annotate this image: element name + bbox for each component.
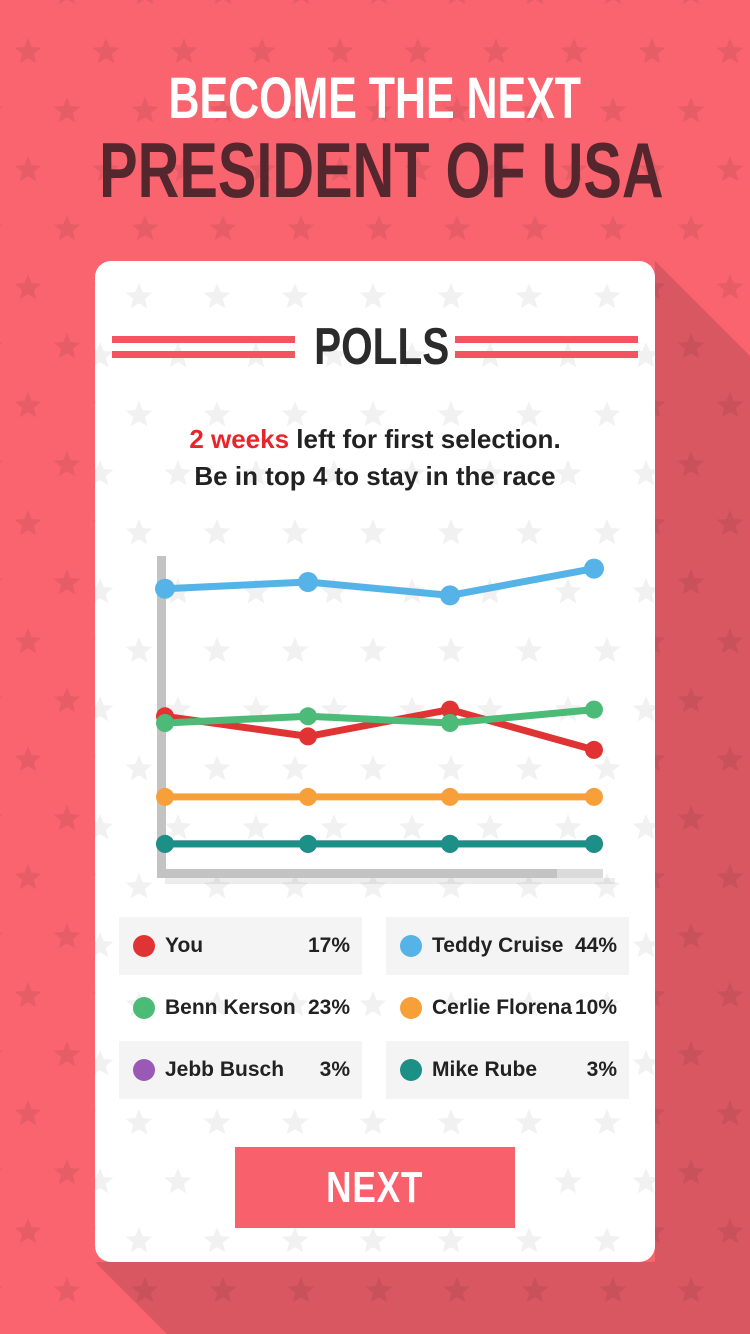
chart-x-axis-tail — [557, 869, 603, 878]
series-point — [585, 700, 603, 719]
series-point — [155, 578, 175, 599]
legend-name: You — [165, 934, 204, 957]
polls-header: POLLS — [112, 319, 638, 375]
legend-percentage: 3% — [319, 1058, 350, 1081]
series-line-benn-kerson — [161, 706, 598, 727]
legend-percentage: 3% — [586, 1058, 617, 1081]
polls-card: POLLS 2 weeks left for first selection. … — [95, 261, 655, 1262]
subtitle-highlight: 2 weeks — [189, 424, 290, 454]
poll-legend: You 17% Teddy Cruise 44% Benn Kerson 23%… — [119, 917, 629, 1099]
series-point — [299, 787, 317, 806]
series-line-teddy-cruise — [161, 565, 598, 599]
legend-percentage: 17% — [307, 934, 350, 957]
next-button-label: NEXT — [326, 1162, 424, 1212]
card-long-shadow — [95, 261, 750, 1334]
subtitle-line-2: Be in top 4 to stay in the race — [194, 461, 556, 491]
decorative-lines-left — [112, 336, 295, 358]
series-dot-blue — [400, 935, 422, 957]
legend-name: Jebb Busch — [165, 1058, 285, 1081]
legend-item-benn-kerson: Benn Kerson 23% — [119, 979, 362, 1037]
series-dot-teal — [400, 1059, 422, 1081]
legend-name: Teddy Cruise — [432, 934, 564, 957]
legend-item-you: You 17% — [119, 917, 362, 975]
headline-top: BECOME THE NEXT — [0, 70, 750, 128]
legend-item-cerlie-florena: Cerlie Florena 10% — [386, 979, 629, 1037]
headline-main: PRESIDENT OF USA — [0, 126, 750, 214]
series-dot-red — [133, 935, 155, 957]
polls-title-text: POLLS — [314, 318, 450, 376]
headline-main-text: PRESIDENT OF USA — [99, 126, 664, 214]
series-point — [441, 834, 459, 853]
series-point — [299, 707, 317, 726]
headline-top-text: BECOME THE NEXT — [168, 66, 582, 131]
series-point — [299, 727, 317, 746]
legend-item-mike-rube: Mike Rube 3% — [386, 1041, 629, 1099]
series-point — [585, 740, 603, 759]
series-point — [585, 834, 603, 853]
subtitle-line-1: 2 weeks left for first selection. — [95, 421, 655, 458]
series-point — [156, 714, 174, 732]
poll-subtitle: 2 weeks left for first selection. Be in … — [95, 421, 655, 495]
legend-percentage: 10% — [574, 996, 617, 1019]
series-point — [156, 834, 174, 853]
legend-name: Cerlie Florena — [432, 996, 573, 1019]
chart-series-group — [155, 558, 604, 853]
series-dot-orange — [400, 997, 422, 1019]
series-point — [440, 585, 460, 606]
legend-percentage: 23% — [307, 996, 350, 1019]
series-point — [156, 787, 174, 806]
series-point — [441, 700, 459, 719]
chart-x-axis-shadow — [165, 878, 615, 884]
legend-name: Benn Kerson — [165, 996, 296, 1019]
legend-item-teddy-cruise: Teddy Cruise 44% — [386, 917, 629, 975]
legend-name: Mike Rube — [432, 1058, 538, 1081]
series-point — [441, 714, 459, 732]
polls-title: POLLS — [295, 321, 455, 373]
series-dot-purple — [133, 1059, 155, 1081]
series-dot-green — [133, 997, 155, 1019]
decorative-lines-right — [455, 336, 638, 358]
series-point — [441, 787, 459, 806]
subtitle-rest: left for first selection. — [289, 424, 561, 454]
series-point — [584, 558, 604, 579]
series-point — [298, 572, 318, 592]
polls-line-chart — [155, 556, 615, 884]
legend-percentage: 44% — [574, 934, 617, 957]
series-point — [585, 787, 603, 806]
next-button[interactable]: NEXT — [235, 1147, 515, 1228]
legend-item-jebb-busch: Jebb Busch 3% — [119, 1041, 362, 1099]
chart-x-axis — [157, 869, 557, 878]
series-point — [299, 834, 317, 853]
